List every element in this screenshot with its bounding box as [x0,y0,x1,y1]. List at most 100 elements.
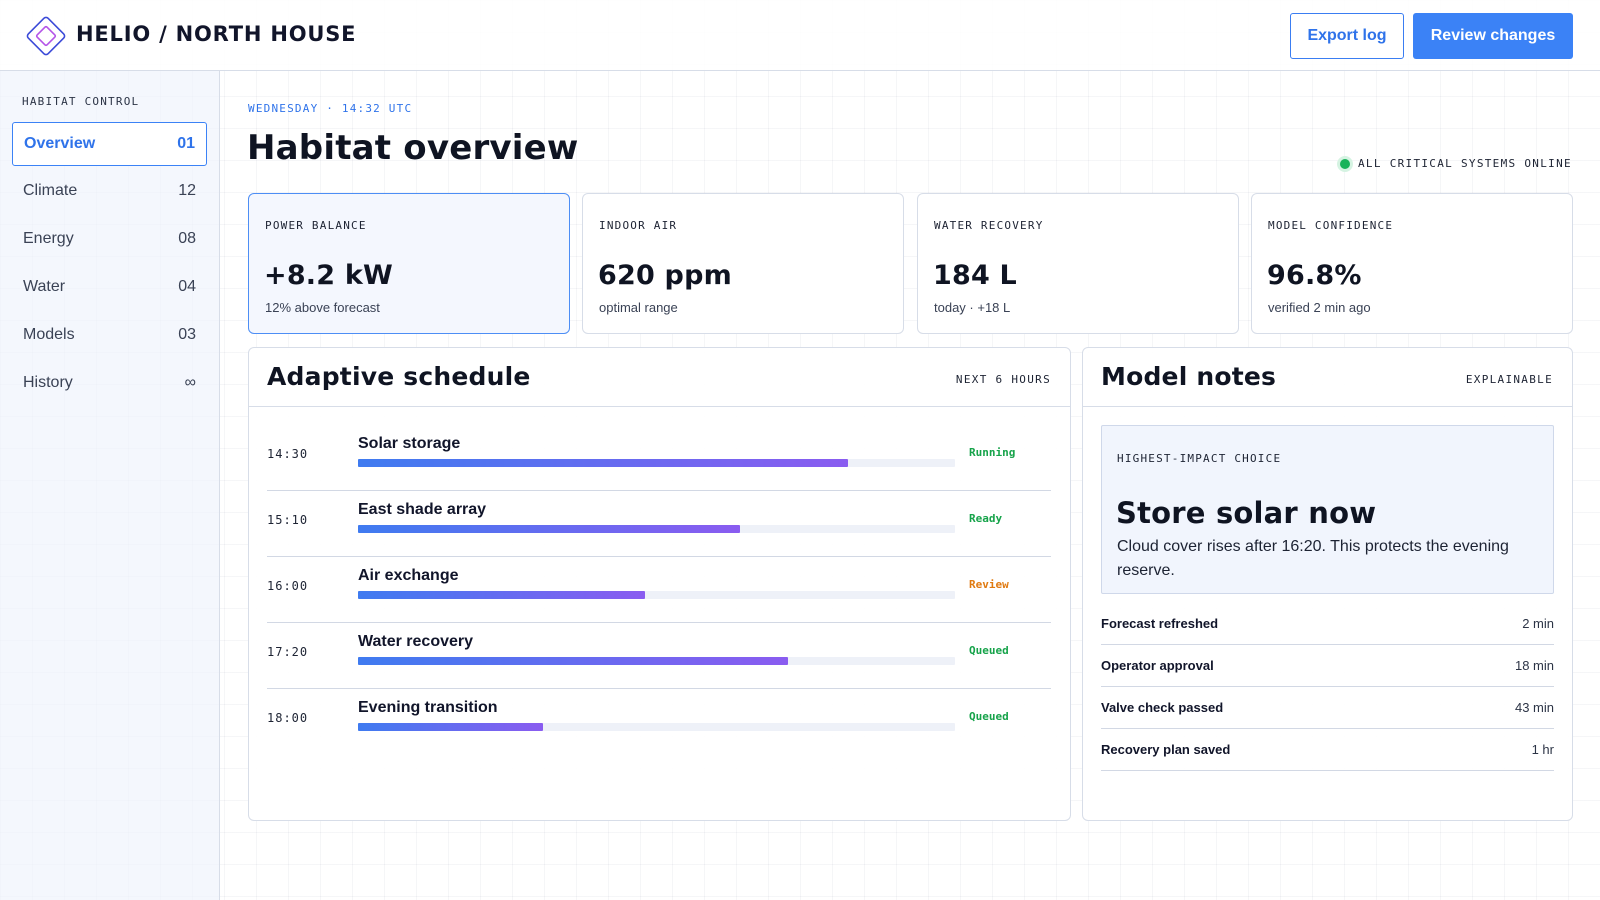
schedule-row[interactable]: 16:00 Air exchange Review [267,557,1051,623]
sidebar-item-count: 08 [178,230,196,247]
status-badge: Queued [969,644,1009,657]
metric-subtext: 12% above forecast [265,300,380,315]
schedule-row[interactable]: 15:10 East shade array Ready [267,491,1051,557]
schedule-time: 15:10 [267,513,309,527]
log-item: Valve check passed 43 min [1101,687,1554,729]
schedule-task-name: Evening transition [358,699,498,716]
schedule-task-name: Solar storage [358,435,461,452]
highest-impact-choice-card[interactable]: HIGHEST-IMPACT CHOICE Store solar now Cl… [1101,425,1554,594]
status-badge: Running [969,446,1016,459]
panel-divider [1083,406,1572,407]
metric-subtext: today · +18 L [934,300,1011,315]
progress-track [358,459,955,467]
sidebar-item-label: Water [23,278,66,295]
log-item-label: Recovery plan saved [1101,742,1231,757]
schedule-task-name: East shade array [358,501,487,518]
metric-value: 96.8% [1267,260,1362,291]
sidebar-item-energy[interactable]: Energy 08 [12,217,207,261]
sidebar-item-label: Models [23,326,75,343]
sidebar-item-label: Overview [24,135,96,152]
metric-card-power-balance[interactable]: POWER BALANCE +8.2 kW 12% above forecast [248,193,570,334]
log-item-time: 43 min [1514,700,1554,715]
log-item-label: Valve check passed [1101,700,1224,715]
log-item-time: 2 min [1522,616,1554,631]
sidebar-item-count: ∞ [184,374,196,391]
choice-description: Cloud cover rises after 16:20. This prot… [1117,538,1509,579]
log-item-label: Operator approval [1101,658,1214,673]
status-badge: Queued [969,710,1009,723]
progress-track [358,657,955,665]
progress-fill [358,525,741,533]
sidebar-item-overview[interactable]: Overview 01 [12,122,207,166]
top-bar: HELIO / NORTH HOUSE Export log Review ch… [0,0,1600,71]
sidebar-item-label: Climate [23,182,78,199]
sidebar-item-count: 04 [178,278,196,295]
sidebar-item-climate[interactable]: Climate 12 [12,169,207,213]
brand-name: HELIO / NORTH HOUSE [76,22,357,46]
metric-label: MODEL CONFIDENCE [1268,219,1394,232]
sidebar-item-count: 12 [178,182,196,199]
sidebar-item-history[interactable]: History ∞ [12,361,207,405]
diamond-logo-icon [26,16,66,56]
log-item: Recovery plan saved 1 hr [1101,729,1554,771]
log-item: Operator approval 18 min [1101,645,1554,687]
metric-value: 184 L [933,260,1017,291]
choice-title: Store solar now [1116,496,1377,530]
metric-value: +8.2 kW [264,260,393,291]
log-item-time: 1 hr [1531,742,1554,757]
metric-card-model-confidence[interactable]: MODEL CONFIDENCE 96.8% verified 2 min ag… [1251,193,1573,334]
progress-fill [358,657,788,665]
metric-value: 620 ppm [598,260,732,291]
schedule-row[interactable]: 14:30 Solar storage Running [267,425,1051,491]
metric-card-indoor-air[interactable]: INDOOR AIR 620 ppm optimal range [582,193,904,334]
progress-track [358,591,955,599]
system-status-text: ALL CRITICAL SYSTEMS ONLINE [1358,157,1572,170]
panel-tag: NEXT 6 HOURS [955,373,1051,386]
progress-fill [358,591,645,599]
sidebar-item-label: Energy [23,230,74,247]
schedule-time: 18:00 [267,711,309,725]
sidebar-item-count: 01 [177,135,195,152]
row-divider [267,556,1051,557]
sidebar: HABITAT CONTROL Overview 01 Climate 12 E… [0,71,220,900]
schedule-task-name: Air exchange [358,567,459,584]
log-item-label: Forecast refreshed [1101,616,1219,631]
system-status: ALL CRITICAL SYSTEMS ONLINE [1340,157,1572,170]
choice-label: HIGHEST-IMPACT CHOICE [1117,452,1282,465]
metric-label: WATER RECOVERY [934,219,1044,232]
sidebar-item-count: 03 [178,326,196,343]
schedule-time: 16:00 [267,579,309,593]
model-notes-panel: Model notes EXPLAINABLE HIGHEST-IMPACT C… [1082,347,1573,821]
status-badge: Review [969,578,1009,591]
adaptive-schedule-panel: Adaptive schedule NEXT 6 HOURS 14:30 Sol… [248,347,1071,821]
panel-divider [249,406,1070,407]
schedule-time: 17:20 [267,645,309,659]
metric-label: POWER BALANCE [265,219,367,232]
export-log-button[interactable]: Export log [1290,13,1404,59]
schedule-task-name: Water recovery [358,633,474,650]
sidebar-heading: HABITAT CONTROL [22,95,140,108]
progress-fill [358,459,848,467]
panel-title: Model notes [1101,362,1277,391]
progress-fill [358,723,544,731]
panel-title: Adaptive schedule [267,362,531,391]
status-badge: Ready [969,512,1003,525]
panel-tag: EXPLAINABLE [1465,373,1553,386]
schedule-row[interactable]: 18:00 Evening transition Queued [267,689,1051,755]
metric-subtext: optimal range [599,300,678,315]
schedule-row[interactable]: 17:20 Water recovery Queued [267,623,1051,689]
sidebar-item-models[interactable]: Models 03 [12,313,207,357]
progress-track [358,525,955,533]
schedule-time: 14:30 [267,447,309,461]
sidebar-item-label: History [23,374,73,391]
metric-subtext: verified 2 min ago [1268,300,1371,315]
page-title: Habitat overview [247,128,579,168]
metric-card-water-recovery[interactable]: WATER RECOVERY 184 L today · +18 L [917,193,1239,334]
sidebar-item-water[interactable]: Water 04 [12,265,207,309]
progress-track [358,723,955,731]
log-item-time: 18 min [1514,658,1554,673]
review-changes-button[interactable]: Review changes [1413,13,1573,59]
status-dot-icon [1340,158,1350,169]
metric-label: INDOOR AIR [599,219,678,232]
row-divider [267,688,1051,689]
